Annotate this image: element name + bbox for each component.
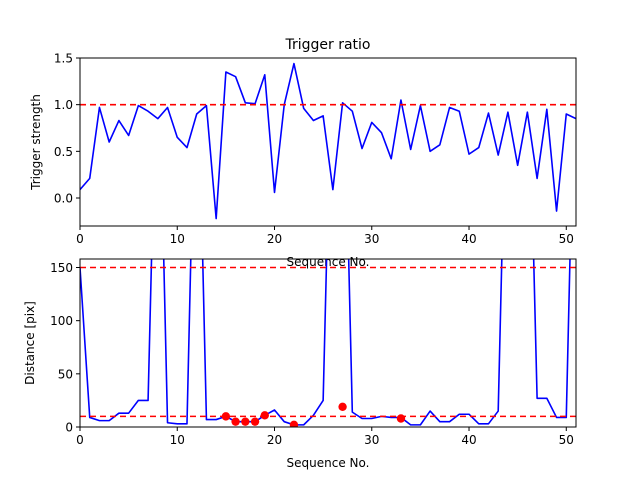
top-y-tick-label: 0.5 [54, 145, 73, 159]
bottom-plot-area [80, 259, 576, 427]
top-x-tick-label: 30 [364, 232, 379, 246]
top-x-axis: 0 10 20 30 40 50 [76, 226, 574, 246]
bottom-axes-frame [79, 258, 577, 428]
top-x-tick-label: 10 [170, 232, 185, 246]
top-x-tick-label: 40 [461, 232, 476, 246]
bottom-x-tick-label: 50 [559, 433, 574, 447]
bottom-x-tick-label: 0 [76, 433, 84, 447]
bottom-panel: 0 10 20 30 40 50 0 50 100 150 Sequence No. Dista… [23, 258, 577, 470]
bottom-marker-point [250, 417, 260, 426]
bottom-marker-point [289, 420, 299, 427]
top-chart-title: Trigger ratio [284, 37, 370, 53]
bottom-marker-point [260, 411, 269, 420]
top-y-tick-label: 1.5 [54, 52, 73, 66]
bottom-y-tick-label: 100 [50, 314, 73, 328]
bottom-marker-point [231, 417, 240, 426]
bottom-x-axis-label: Sequence No. [287, 456, 370, 470]
bottom-x-tick-label: 30 [364, 433, 379, 447]
bottom-x-tick-label: 10 [170, 433, 185, 447]
top-plot-area [80, 62, 576, 220]
top-y-tick-label: 1.0 [54, 98, 73, 112]
bottom-series-line [80, 259, 571, 426]
top-x-tick-label: 50 [559, 232, 574, 246]
bottom-x-tick-label: 40 [461, 433, 476, 447]
top-x-axis-label: Sequence No. [287, 255, 370, 269]
bottom-marker-point [338, 402, 347, 411]
bottom-marker-point [396, 414, 406, 423]
bottom-y-tick-label: 50 [58, 367, 73, 381]
bottom-x-tick-label: 20 [267, 433, 282, 447]
bottom-y-tick-label: 150 [50, 261, 73, 275]
top-x-tick-label: 0 [76, 232, 84, 246]
top-y-axis-label: Trigger strength [29, 94, 43, 191]
top-y-tick-label: 0.0 [54, 192, 73, 206]
top-series-line [80, 62, 576, 220]
bottom-x-axis: 0 10 20 30 40 50 [76, 427, 574, 447]
top-x-tick-label: 20 [267, 232, 282, 246]
bottom-y-axis-label: Distance [pix] [23, 301, 37, 385]
bottom-y-axis: 0 50 100 150 [50, 261, 80, 435]
top-axes-frame [79, 57, 577, 227]
top-y-axis: 0.0 0.5 1.0 1.5 [54, 52, 80, 206]
bottom-y-tick-label: 0 [65, 421, 73, 435]
bottom-marker-point [241, 417, 250, 426]
